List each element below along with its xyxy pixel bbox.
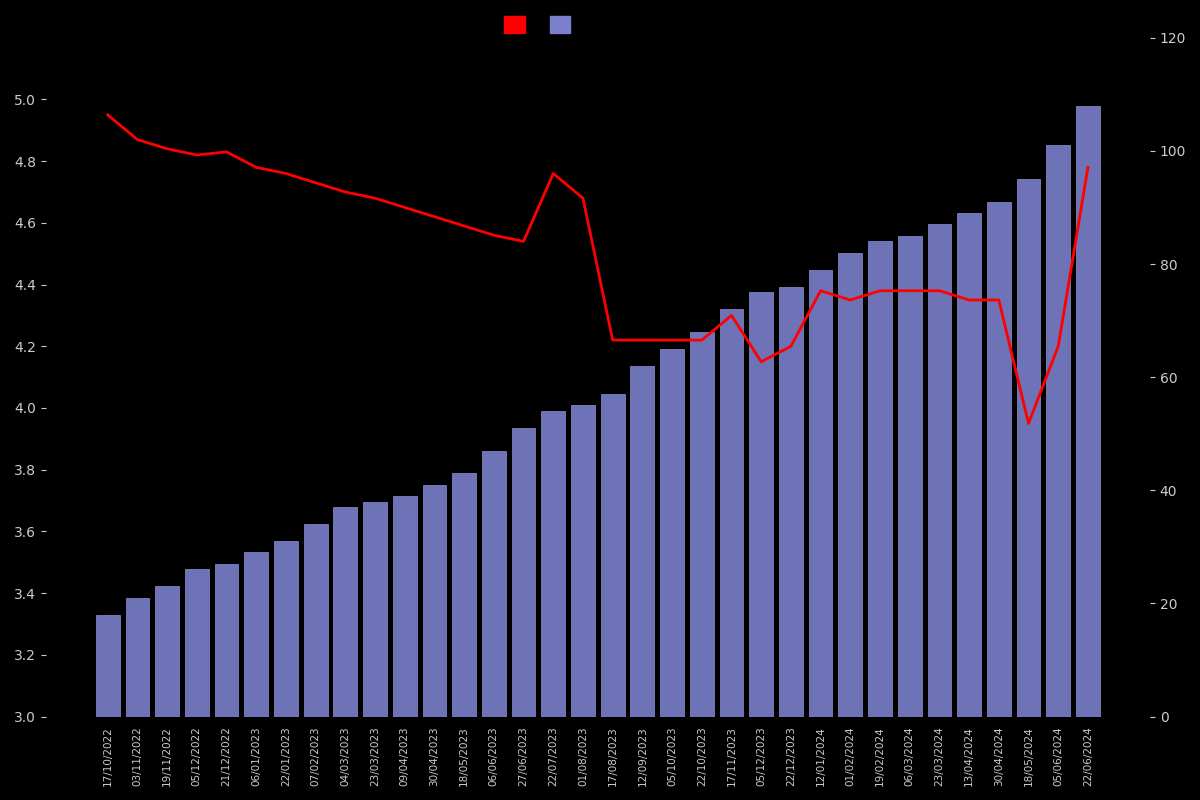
Bar bbox=[541, 411, 565, 717]
Bar bbox=[690, 332, 714, 717]
Bar bbox=[126, 598, 149, 717]
Bar bbox=[155, 586, 179, 717]
Bar bbox=[630, 366, 654, 717]
Bar bbox=[334, 507, 358, 717]
Bar bbox=[868, 242, 892, 717]
Bar bbox=[304, 524, 328, 717]
Bar bbox=[749, 292, 773, 717]
Bar bbox=[452, 474, 476, 717]
Bar bbox=[1016, 179, 1040, 717]
Bar bbox=[422, 485, 446, 717]
Bar bbox=[958, 213, 980, 717]
Bar bbox=[928, 225, 952, 717]
Bar bbox=[571, 406, 595, 717]
Bar bbox=[245, 553, 268, 717]
Bar bbox=[96, 614, 120, 717]
Bar bbox=[779, 286, 803, 717]
Bar bbox=[660, 349, 684, 717]
Bar bbox=[898, 236, 922, 717]
Bar bbox=[482, 450, 505, 717]
Bar bbox=[720, 310, 743, 717]
Bar bbox=[274, 541, 298, 717]
Bar bbox=[511, 428, 535, 717]
Bar bbox=[392, 496, 416, 717]
Bar bbox=[1076, 106, 1100, 717]
Bar bbox=[1046, 146, 1070, 717]
Legend: , : , bbox=[498, 10, 587, 39]
Bar bbox=[215, 564, 239, 717]
Bar bbox=[839, 253, 862, 717]
Bar bbox=[809, 270, 833, 717]
Bar bbox=[601, 394, 624, 717]
Bar bbox=[185, 570, 209, 717]
Bar bbox=[986, 202, 1010, 717]
Bar bbox=[364, 502, 386, 717]
